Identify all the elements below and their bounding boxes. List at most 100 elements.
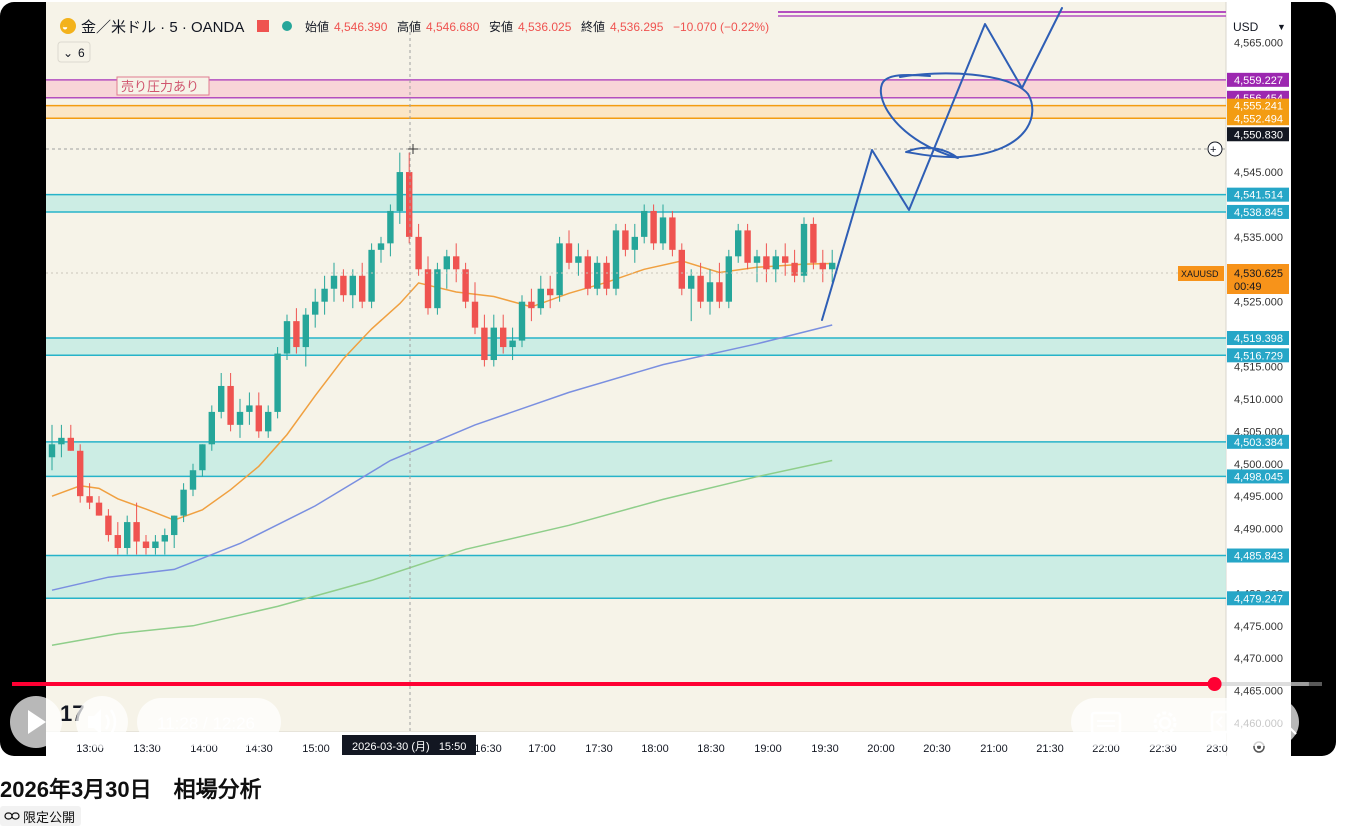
candle <box>189 463 197 497</box>
candle-body <box>180 489 187 516</box>
cursor-time-label <box>342 735 476 755</box>
candle-body <box>763 256 770 270</box>
candle <box>500 314 507 354</box>
volume-button[interactable] <box>76 696 128 748</box>
candle-body <box>697 275 704 302</box>
time-tick-label: 18:00 <box>641 743 669 755</box>
candle-body <box>340 275 347 296</box>
low-value: 4,536.025 <box>518 20 572 34</box>
price-level-label: 4,503.384 <box>1234 437 1283 449</box>
currency-selector[interactable]: USD ▼ <box>1233 20 1286 34</box>
visibility-badge: 限定公開 <box>0 806 82 826</box>
candle-body <box>453 256 460 270</box>
price-level-label: 4,479.247 <box>1234 593 1283 605</box>
candle-body <box>283 321 291 354</box>
candle-body <box>321 288 328 302</box>
video-title: 2026年3月30日 相場分析 <box>0 777 262 802</box>
change-value: −10.070 (−0.22%) <box>673 20 769 34</box>
video-player[interactable]: 売り圧力あり ◒ 金／米ドル · 5 · OANDA 始値 4,546.390 … <box>0 2 1336 756</box>
candle-body <box>735 230 742 257</box>
zone-3 <box>46 338 1226 356</box>
subtitles-button[interactable] <box>1090 711 1122 735</box>
candle <box>763 243 770 283</box>
open-value: 4,546.390 <box>334 20 388 34</box>
candle-body <box>575 256 582 263</box>
price-tick-label: 4,545.000 <box>1234 167 1283 179</box>
candle <box>321 275 328 315</box>
price-level-label: 4,555.241 <box>1234 101 1283 113</box>
candle-body <box>152 541 159 549</box>
candle-body <box>772 256 779 270</box>
candle <box>800 217 808 283</box>
candle <box>246 392 253 425</box>
candle-body <box>744 230 751 263</box>
price-tick-label: 4,470.000 <box>1234 653 1283 665</box>
candle <box>330 262 338 302</box>
low-label: 安値 <box>489 19 513 34</box>
candle <box>547 275 554 309</box>
candle-body <box>199 444 206 471</box>
close-value: 4,536.295 <box>610 20 664 34</box>
candle <box>528 288 535 322</box>
candle-body <box>77 450 84 497</box>
candle <box>575 243 582 276</box>
price-level-tag <box>1227 548 1289 563</box>
candle-body <box>481 327 488 361</box>
candle <box>490 314 497 367</box>
candle-body <box>255 405 262 432</box>
candle <box>829 249 836 283</box>
indicator-count: 6 <box>78 46 85 60</box>
time-tick-label: 13:30 <box>133 743 161 755</box>
time-tick-label: 20:30 <box>923 743 951 755</box>
candle-body <box>349 275 356 296</box>
open-label: 始値 <box>305 19 329 34</box>
add-alert-icon[interactable] <box>1207 141 1223 157</box>
sma-100-line <box>51 324 833 591</box>
candle-body <box>142 541 150 549</box>
price-level-tag <box>1227 111 1289 126</box>
candle <box>142 535 150 555</box>
play-button[interactable] <box>10 696 62 748</box>
candle-body <box>537 288 544 309</box>
candle <box>678 243 685 296</box>
candle <box>603 256 610 296</box>
zone-5 <box>46 555 1226 599</box>
candle-body <box>753 256 761 263</box>
fullscreen-exit-button[interactable] <box>1273 711 1297 735</box>
candle <box>594 256 601 296</box>
candle <box>556 236 563 302</box>
candle-body <box>547 288 554 296</box>
indicators-toggle[interactable]: ⌄ 6 <box>57 41 91 63</box>
price-tick-label: 4,535.000 <box>1234 232 1283 244</box>
candle-body <box>67 437 74 451</box>
fullscreen-exit-icon <box>1273 711 1297 735</box>
candle-body <box>725 256 732 302</box>
candle <box>124 515 131 555</box>
theater-icon <box>1210 710 1242 734</box>
theater-mode-button[interactable] <box>1210 710 1242 734</box>
high-value: 4,546.680 <box>426 20 480 34</box>
candle <box>782 243 789 276</box>
progress-played <box>12 682 1215 686</box>
candle-body <box>189 470 197 490</box>
annotation-box <box>116 76 210 96</box>
candle-body <box>500 327 507 348</box>
candle-body <box>791 262 798 276</box>
candle <box>697 262 704 309</box>
candle-body <box>396 172 403 211</box>
candle <box>161 528 168 555</box>
candle-body <box>556 243 563 296</box>
candle <box>152 535 159 555</box>
candle-body <box>829 262 836 270</box>
candle-body <box>58 437 65 445</box>
price-level-label: 4,550.830 <box>1234 129 1283 141</box>
candle-body <box>95 502 103 516</box>
candle <box>95 496 103 516</box>
settings-button[interactable] <box>1153 711 1177 735</box>
progress-scrubber[interactable] <box>1207 677 1222 691</box>
candle-body <box>274 353 281 412</box>
candle-body <box>161 535 168 542</box>
time-tick-label: 16:30 <box>474 743 502 755</box>
gold-logo-icon <box>60 18 76 34</box>
candle-body <box>819 262 826 270</box>
